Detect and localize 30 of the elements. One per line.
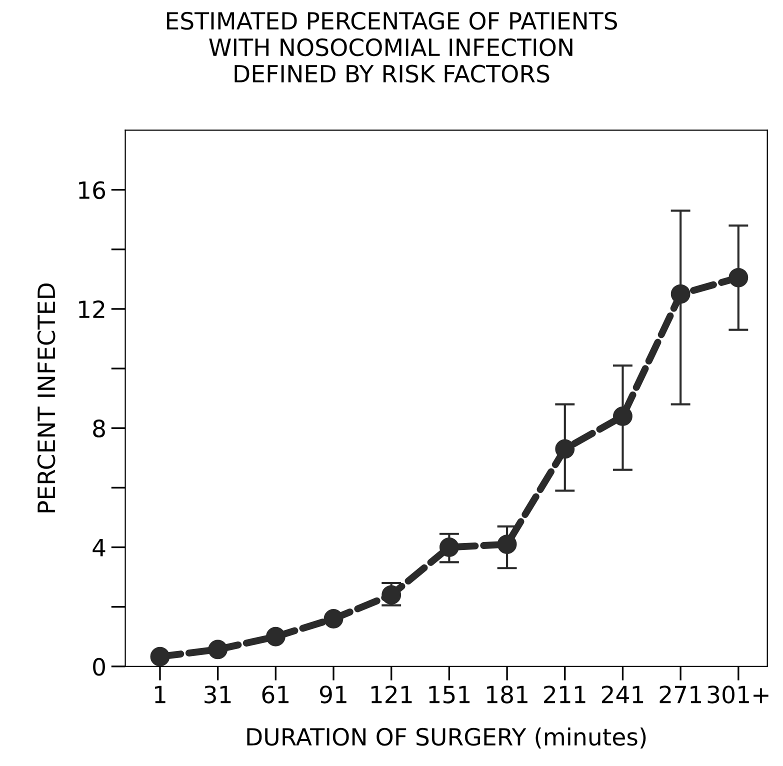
point bbox=[382, 585, 402, 605]
x-tick-label: 271 bbox=[660, 686, 701, 704]
point bbox=[266, 626, 286, 646]
y-tick-label: 12 bbox=[79, 300, 104, 318]
point bbox=[208, 640, 228, 660]
point bbox=[728, 268, 748, 288]
y-tick-label: 0 bbox=[93, 658, 105, 676]
y-axis-title: PERCENT INFECTED bbox=[37, 283, 56, 512]
y-tick-label: 4 bbox=[92, 539, 106, 556]
x-tick-label: 31 bbox=[204, 686, 231, 704]
x-tick-label: 301+ bbox=[708, 686, 768, 704]
point bbox=[497, 534, 517, 554]
x-tick-label: 1 bbox=[155, 686, 166, 704]
point bbox=[613, 406, 632, 426]
point bbox=[555, 439, 575, 459]
x-tick-label: 211 bbox=[544, 686, 586, 704]
y-tick-label: 16 bbox=[79, 181, 106, 200]
x-tick-label: 241 bbox=[602, 686, 644, 704]
x-tick-label: 61 bbox=[262, 686, 289, 704]
x-tick-label: 181 bbox=[487, 686, 528, 704]
point bbox=[150, 646, 170, 666]
point bbox=[324, 609, 344, 628]
point bbox=[670, 284, 690, 304]
point bbox=[439, 538, 459, 557]
chart-title: ESTIMATED PERCENTAGE OF PATIENTS WITH NOSOCOMIAL INFECTION DEFINED BY RISK FACTORS bbox=[167, 12, 617, 83]
x-axis-title: DURATION OF SURGERY (minutes) bbox=[247, 727, 646, 749]
x-tick-label: 91 bbox=[320, 686, 346, 704]
y-tick-label: 8 bbox=[93, 420, 105, 438]
x-tick-label: 151 bbox=[429, 686, 470, 704]
x-tick-label: 121 bbox=[371, 686, 412, 704]
